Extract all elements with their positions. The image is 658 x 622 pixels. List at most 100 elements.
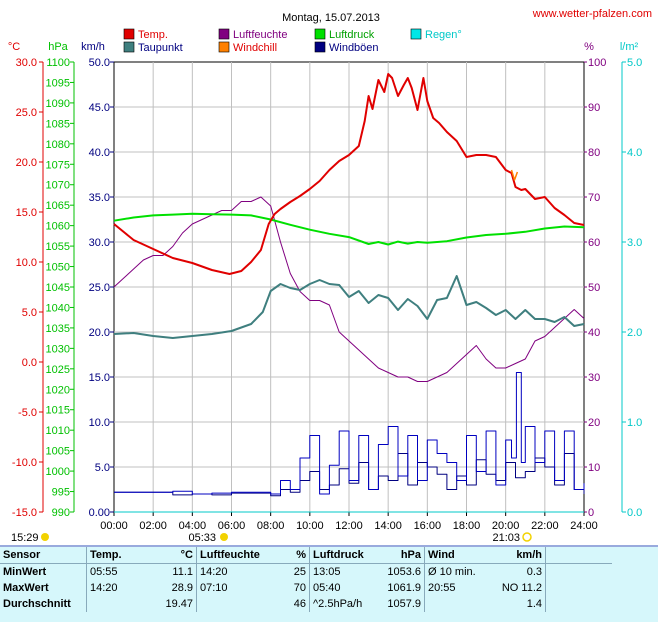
stats-cell: 19.47 <box>165 598 193 610</box>
tick-label: 20.0 <box>16 157 37 169</box>
tick-label: 5.0 <box>627 57 642 69</box>
tick-label: 1080 <box>46 139 70 151</box>
tick-label: 90 <box>588 102 600 114</box>
stats-cell <box>196 596 273 612</box>
series-line-taupunkt <box>113 275 585 339</box>
rain-unit-label: l/m² <box>620 41 639 53</box>
stats-row-avg: Durchschnitt 19.47 46 ^2.5hPa/h 1057.9 1… <box>0 596 612 612</box>
tick-label: 1000 <box>46 466 70 478</box>
stats-cell: NO 11.2 <box>501 582 542 594</box>
rain-axis: 5.0 4.0 3.0 2.0 1.0 0.0 <box>622 57 642 519</box>
pressure-unit-label: hPa <box>48 41 68 53</box>
x-tick-label: 06:00 <box>218 520 246 532</box>
tick-label: -5.0 <box>18 407 37 419</box>
stats-header-pressure: Luftdruck <box>309 547 378 564</box>
series-line-luftfeuchte <box>113 196 585 382</box>
stats-spare-col <box>545 547 612 564</box>
stats-row-label: Durchschnitt <box>3 598 71 610</box>
stats-cell: 20:55 <box>424 580 491 596</box>
stats-header-temp: Temp. <box>86 547 138 564</box>
tick-label: 50.0 <box>89 57 110 69</box>
tick-label: 1040 <box>46 302 70 314</box>
tick-label: 40 <box>588 327 600 339</box>
legend-swatch <box>218 41 230 53</box>
stats-cell: 28.9 <box>171 582 193 594</box>
stats-cell: Ø 10 min. <box>424 563 491 580</box>
legend-swatch <box>410 28 422 40</box>
pressure-axis: 1100 1095 1090 1085 1080 1075 1070 1065 1060 1055… <box>46 57 74 519</box>
stats-row-max: MaxWert 14:20 28.9 07:10 70 05:40 1061.9… <box>0 580 612 596</box>
tick-label: 1100 <box>46 57 70 69</box>
x-tick-label: 10:00 <box>296 520 324 532</box>
stats-cell: 70 <box>293 582 306 594</box>
stats-row-min: MinWert 05:55 11.1 14:20 25 13:05 1053.6… <box>0 563 612 580</box>
stats-cell <box>424 596 491 612</box>
series-lines <box>113 73 585 513</box>
x-tick-label: 00:00 <box>100 520 128 532</box>
tick-label: 30.0 <box>16 57 37 69</box>
legend-label: Windböen <box>329 42 379 54</box>
tick-label: 1060 <box>46 221 70 233</box>
tick-label: 1030 <box>46 343 70 355</box>
stats-table: Sensor Temp. °C Luftfeuchte % Luftdruck … <box>0 545 658 622</box>
tick-label: 15.0 <box>89 372 110 384</box>
legend: Temp. Luftfeuchte Luftdruck Regen° Taupunkt W… <box>123 28 462 54</box>
x-tick-label: 16:00 <box>414 520 442 532</box>
stats-cell <box>545 596 612 612</box>
x-tick-label: 22:00 <box>531 520 559 532</box>
tick-label: -15.0 <box>12 507 37 519</box>
humidity-unit-label: % <box>584 41 594 53</box>
stats-cell: 05:40 <box>309 580 378 596</box>
x-tick-label: 12:00 <box>335 520 363 532</box>
stats-header-pressure-unit: hPa <box>378 547 425 564</box>
sunset-icon <box>522 532 532 542</box>
tick-label: 5.0 <box>95 462 110 474</box>
tick-label: 995 <box>52 487 70 499</box>
wind-axis: 50.0 45.0 40.0 35.0 30.0 25.0 20.0 15.0 10.0 5.0 0… <box>89 57 114 519</box>
tick-label: 1035 <box>46 323 70 335</box>
sun-info: 15:29 05:33 21:03 <box>11 532 532 544</box>
tick-label: 1050 <box>46 262 70 274</box>
tick-label: 1.0 <box>627 417 642 429</box>
stats-cell: 1057.9 <box>387 598 421 610</box>
time-axis: 00:00 02:00 04:00 06:00 08:00 10:00 12:00 14:00… <box>100 512 598 532</box>
tick-label: 5.0 <box>22 307 37 319</box>
legend-swatch <box>218 28 230 40</box>
tick-label: 10 <box>588 462 600 474</box>
series-line-luftdruck <box>113 212 585 246</box>
legend-label: Taupunkt <box>138 42 183 54</box>
tick-label: 0.00 <box>89 507 110 519</box>
weather-chart: Montag, 15.07.2013 www.wetter-pfalzen.co… <box>7 8 652 544</box>
tick-label: 25.0 <box>16 107 37 119</box>
series-line-windchill <box>510 169 519 181</box>
tick-label: 1065 <box>46 200 70 212</box>
stats-row-label: MinWert <box>3 566 47 578</box>
tick-label: 1085 <box>46 118 70 130</box>
tick-label: 10.0 <box>89 417 110 429</box>
stats-header-wind-unit: km/h <box>491 547 546 564</box>
x-tick-label: 18:00 <box>453 520 481 532</box>
x-tick-label: 20:00 <box>492 520 520 532</box>
tick-label: 1055 <box>46 241 70 253</box>
tick-label: 1095 <box>46 77 70 89</box>
tick-label: 1010 <box>46 425 70 437</box>
tick-label: 35.0 <box>89 192 110 204</box>
sun-icon <box>41 533 49 541</box>
tick-label: 1090 <box>46 98 70 110</box>
tick-label: 60 <box>588 237 600 249</box>
stats-cell: 07:10 <box>196 580 273 596</box>
tick-label: 990 <box>52 507 70 519</box>
stats-header-wind: Wind <box>424 547 491 564</box>
tick-label: 70 <box>588 192 600 204</box>
tick-label: 30 <box>588 372 600 384</box>
legend-label: Temp. <box>138 29 168 41</box>
chart-title: Montag, 15.07.2013 <box>282 12 380 24</box>
tick-label: 3.0 <box>627 237 642 249</box>
site-link[interactable]: www.wetter-pfalzen.com <box>532 8 652 20</box>
stats-cell: 1053.6 <box>387 566 421 578</box>
sunset-time: 21:03 <box>492 532 520 544</box>
stats-cell: 1.4 <box>526 598 542 610</box>
tick-label: 1045 <box>46 282 70 294</box>
tick-label: 0.0 <box>627 507 642 519</box>
